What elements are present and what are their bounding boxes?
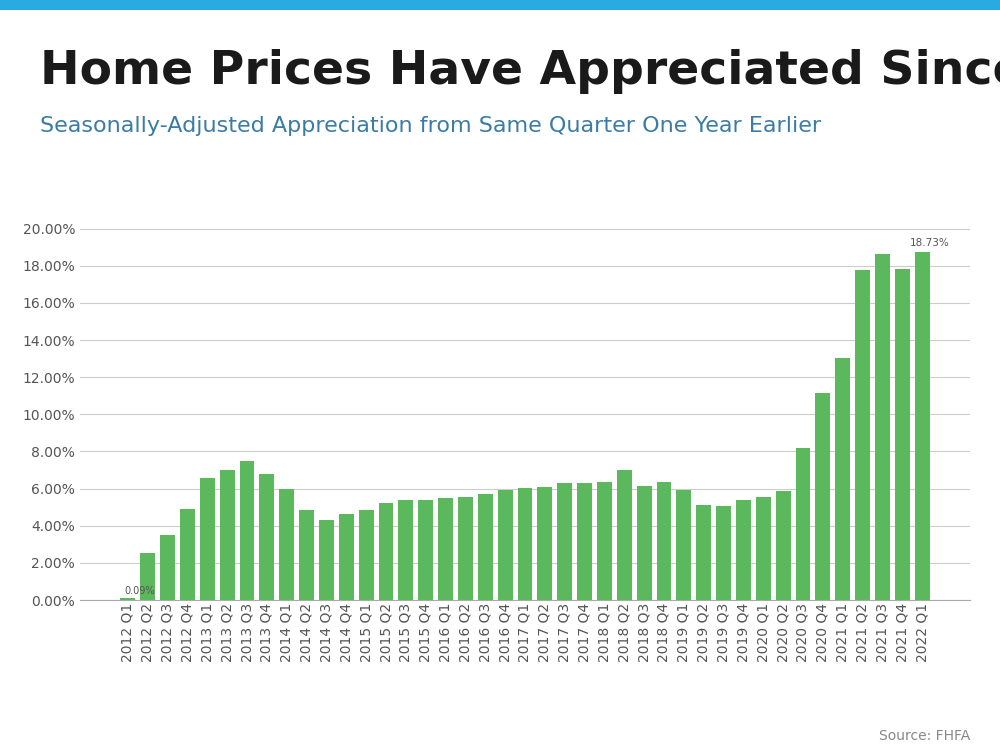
Bar	[895, 269, 910, 600]
Bar	[458, 497, 473, 600]
Bar	[756, 497, 771, 600]
Bar	[835, 358, 850, 600]
Bar	[796, 448, 810, 600]
Bar	[498, 490, 513, 600]
Bar	[776, 490, 791, 600]
Bar	[617, 470, 632, 600]
Bar	[339, 514, 354, 600]
Bar	[875, 254, 890, 600]
Bar	[220, 470, 235, 600]
Bar	[140, 553, 155, 600]
Bar	[815, 393, 830, 600]
Bar	[597, 482, 612, 600]
Bar	[180, 509, 195, 600]
Bar	[537, 487, 552, 600]
Bar	[120, 598, 135, 600]
Text: 18.73%: 18.73%	[910, 238, 950, 248]
Bar	[557, 483, 572, 600]
Bar	[716, 506, 731, 600]
Text: 0.09%: 0.09%	[124, 586, 154, 596]
Bar	[379, 503, 393, 600]
Bar	[240, 461, 254, 600]
Bar	[200, 478, 215, 600]
Bar	[319, 520, 334, 600]
Bar	[676, 490, 691, 600]
Bar	[915, 252, 930, 600]
Bar	[160, 535, 175, 600]
Bar	[657, 482, 671, 600]
Bar	[637, 486, 652, 600]
Bar	[478, 494, 493, 600]
Bar	[577, 483, 592, 600]
Text: Home Prices Have Appreciated Since 2012: Home Prices Have Appreciated Since 2012	[40, 49, 1000, 94]
Bar	[438, 498, 453, 600]
Bar	[279, 488, 294, 600]
Bar	[299, 511, 314, 600]
Bar	[359, 511, 374, 600]
Bar	[418, 500, 433, 600]
Bar	[518, 488, 532, 600]
Bar	[736, 500, 751, 600]
Bar	[398, 500, 413, 600]
Bar	[259, 474, 274, 600]
Bar	[696, 506, 711, 600]
Text: Source: FHFA: Source: FHFA	[879, 728, 970, 742]
Bar	[855, 270, 870, 600]
Text: Seasonally-Adjusted Appreciation from Same Quarter One Year Earlier: Seasonally-Adjusted Appreciation from Sa…	[40, 116, 821, 136]
